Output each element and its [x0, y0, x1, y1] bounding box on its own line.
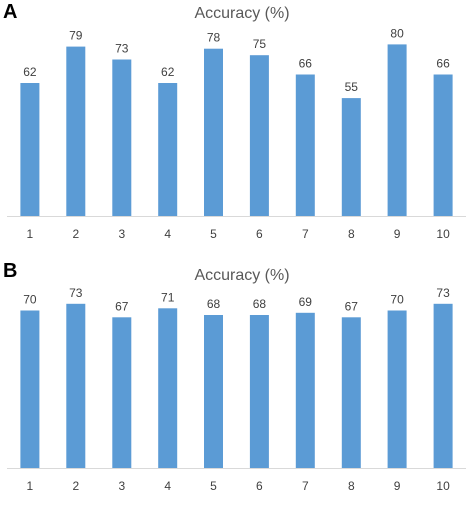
data-label-a-5: 78: [207, 31, 221, 45]
data-label-b-6: 68: [253, 297, 267, 311]
bar-b-2: [66, 303, 86, 469]
data-label-b-9: 70: [390, 293, 404, 307]
bar-b-9: [387, 310, 407, 468]
bar-a-9: [387, 44, 407, 217]
chart-panel-a: Accuracy (%) 62 1 79 2 73 3 62 4 78 5 75 6 66 7 55 8 80 9…: [0, 0, 474, 258]
bar-b-8: [341, 317, 361, 469]
data-label-b-4: 71: [161, 290, 175, 304]
bar-b-3: [112, 317, 132, 469]
panel-letter-a: A: [3, 1, 18, 23]
tick-label-b-7: 7: [302, 479, 309, 493]
tick-label-a-3: 3: [118, 227, 125, 241]
tick-label-b-9: 9: [394, 479, 401, 493]
bar-a-3: [112, 59, 132, 216]
tick-label-b-5: 5: [210, 479, 217, 493]
bar-a-1: [20, 83, 40, 216]
data-label-a-8: 55: [345, 80, 359, 94]
bar-chart-b: Accuracy (%) 70 1 73 2 67 3 71 4 68 5 68 6 69 7 67 8 70 9…: [7, 267, 466, 493]
data-label-a-6: 75: [253, 37, 267, 51]
data-label-b-7: 69: [299, 295, 313, 309]
tick-label-a-5: 5: [210, 227, 217, 241]
data-label-a-2: 79: [69, 29, 83, 43]
tick-label-a-4: 4: [164, 227, 171, 241]
bar-a-8: [341, 98, 361, 216]
data-label-a-4: 62: [161, 65, 175, 79]
data-label-b-10: 73: [436, 286, 450, 300]
bar-a-5: [204, 48, 223, 217]
data-label-b-8: 67: [345, 299, 359, 313]
tick-label-a-6: 6: [256, 227, 263, 241]
data-label-a-3: 73: [115, 42, 129, 56]
tick-label-a-10: 10: [436, 227, 450, 241]
data-label-a-9: 80: [390, 26, 404, 40]
bar-b-6: [249, 315, 269, 468]
bar-chart-a: Accuracy (%) 621792733624785756667558809…: [7, 5, 466, 241]
tick-label-b-10: 10: [436, 479, 450, 493]
data-label-a-7: 66: [299, 57, 313, 71]
tick-label-a-8: 8: [348, 227, 355, 241]
data-label-b-2: 73: [69, 286, 83, 300]
chart-panel-b: Accuracy (%) 70 1 73 2 67 3 71 4 68 5 68 6 69 7 67 8 70 9…: [0, 258, 474, 525]
chart-title-a: Accuracy (%): [194, 5, 289, 22]
bar-b-5: [204, 315, 223, 468]
data-label-b-5: 68: [207, 297, 221, 311]
tick-label-a-7: 7: [302, 227, 309, 241]
tick-label-b-8: 8: [348, 479, 355, 493]
bar-a-6: [249, 55, 269, 217]
tick-label-a-2: 2: [72, 227, 79, 241]
tick-label-b-3: 3: [118, 479, 125, 493]
bar-b-1: [20, 310, 40, 468]
bar-a-2: [66, 46, 86, 216]
tick-label-a-9: 9: [394, 227, 401, 241]
bar-b-7: [295, 312, 315, 469]
tick-label-b-4: 4: [164, 479, 171, 493]
bar-a-10: [433, 74, 453, 216]
tick-label-b-2: 2: [72, 479, 79, 493]
data-label-b-1: 70: [23, 293, 37, 307]
panel-letter-b: B: [3, 260, 18, 282]
bar-a-4: [158, 83, 178, 216]
tick-label-b-6: 6: [256, 479, 263, 493]
chart-title-b: Accuracy (%): [194, 267, 289, 284]
data-label-a-10: 66: [436, 57, 450, 71]
data-label-a-1: 62: [23, 65, 37, 79]
tick-label-b-1: 1: [27, 479, 34, 493]
tick-label-a-1: 1: [27, 227, 34, 241]
bar-b-10: [433, 303, 453, 469]
bar-b-4: [158, 308, 178, 469]
data-label-b-3: 67: [115, 299, 129, 313]
bar-a-7: [295, 74, 315, 216]
